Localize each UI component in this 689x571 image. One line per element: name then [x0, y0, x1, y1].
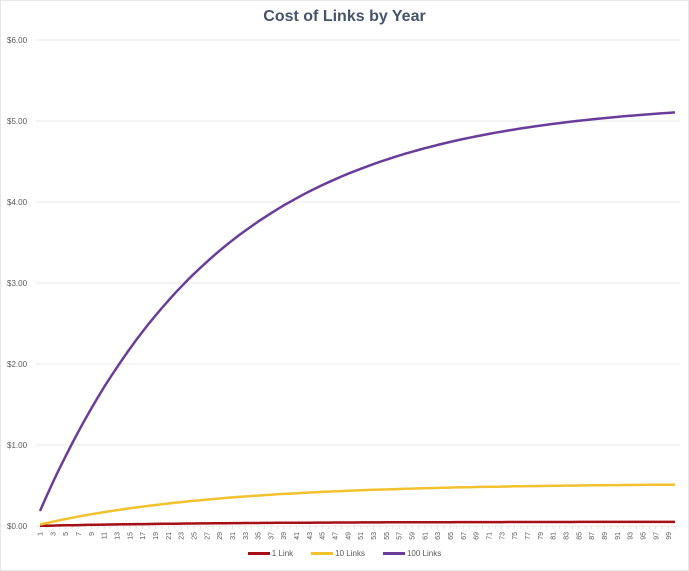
y-tick-label: $3.00	[7, 279, 28, 288]
x-tick-label: 59	[410, 532, 417, 540]
x-tick-label: 87	[589, 532, 596, 540]
x-tick-label: 5	[63, 532, 70, 536]
legend-item-100-links: 100 Links	[382, 549, 442, 558]
x-tick-label: 35	[256, 532, 263, 540]
y-tick-label: $0.00	[7, 522, 28, 531]
y-tick-label: $6.00	[7, 36, 28, 45]
series-line-10-links	[39, 483, 676, 526]
x-tick-label: 75	[512, 532, 519, 540]
series-line-1-link	[39, 520, 675, 528]
x-tick-label: 17	[140, 532, 147, 540]
x-tick-label: 41	[294, 532, 301, 540]
legend: 1 Link 10 Links 100 Links	[0, 549, 689, 558]
x-tick-label: 67	[461, 532, 468, 540]
y-tick-label: $1.00	[7, 441, 28, 450]
legend-label: 100 Links	[406, 549, 442, 558]
x-tick-label: 13	[114, 532, 121, 540]
legend-item-1-link: 1 Link	[247, 549, 294, 558]
x-tick-label: 81	[551, 532, 558, 540]
x-tick-label: 99	[666, 532, 673, 540]
x-tick-label: 97	[653, 532, 660, 540]
x-tick-label: 49	[345, 532, 352, 540]
x-tick-label: 71	[486, 532, 493, 540]
x-tick-label: 93	[628, 532, 635, 540]
x-tick-label: 55	[384, 532, 391, 540]
legend-item-10-links: 10 Links	[311, 549, 365, 558]
x-tick-label: 57	[397, 532, 404, 540]
x-tick-label: 7	[76, 532, 83, 536]
legend-swatch	[311, 552, 334, 555]
x-tick-label: 69	[474, 532, 481, 540]
x-tick-label: 9	[89, 532, 96, 536]
x-tick-label: 37	[268, 532, 275, 540]
x-tick-label: 53	[371, 532, 378, 540]
legend-label: 1 Link	[271, 549, 294, 558]
y-tick-label: $4.00	[7, 198, 28, 207]
x-tick-label: 45	[320, 532, 327, 540]
chart-title: Cost of Links by Year	[263, 8, 426, 25]
legend-swatch	[247, 552, 270, 555]
x-tick-label: 31	[230, 532, 237, 540]
x-tick-label: 33	[243, 532, 250, 540]
x-tick-label: 1	[38, 532, 45, 536]
x-tick-label: 83	[563, 532, 570, 540]
x-tick-label: 85	[576, 532, 583, 540]
legend-label: 10 Links	[335, 549, 365, 558]
x-tick-label: 73	[499, 532, 506, 540]
x-tick-label: 29	[217, 532, 224, 540]
x-tick-label: 47	[333, 532, 340, 540]
x-tick-label: 63	[435, 532, 442, 540]
x-tick-label: 21	[166, 532, 173, 540]
x-tick-label: 23	[179, 532, 186, 540]
legend-swatch	[382, 552, 405, 555]
x-tick-label: 51	[358, 532, 365, 540]
x-tick-label: 11	[102, 532, 109, 539]
y-tick-label: $2.00	[7, 360, 28, 369]
x-tick-label: 15	[127, 532, 134, 540]
series-line-100-links	[38, 111, 676, 512]
x-tick-label: 19	[153, 532, 160, 540]
x-tick-label: 79	[538, 532, 545, 540]
y-tick-label: $5.00	[7, 117, 28, 126]
x-tick-label: 3	[50, 532, 57, 536]
x-tick-label: 95	[640, 532, 647, 540]
x-tick-label: 77	[525, 532, 532, 540]
x-tick-label: 61	[422, 532, 429, 540]
x-tick-label: 39	[281, 532, 288, 540]
x-tick-label: 43	[307, 532, 314, 540]
x-tick-label: 65	[448, 532, 455, 540]
x-tick-label: 27	[204, 532, 211, 540]
x-tick-label: 25	[191, 532, 198, 540]
x-tick-label: 89	[602, 532, 609, 540]
x-tick-label: 91	[615, 532, 622, 540]
